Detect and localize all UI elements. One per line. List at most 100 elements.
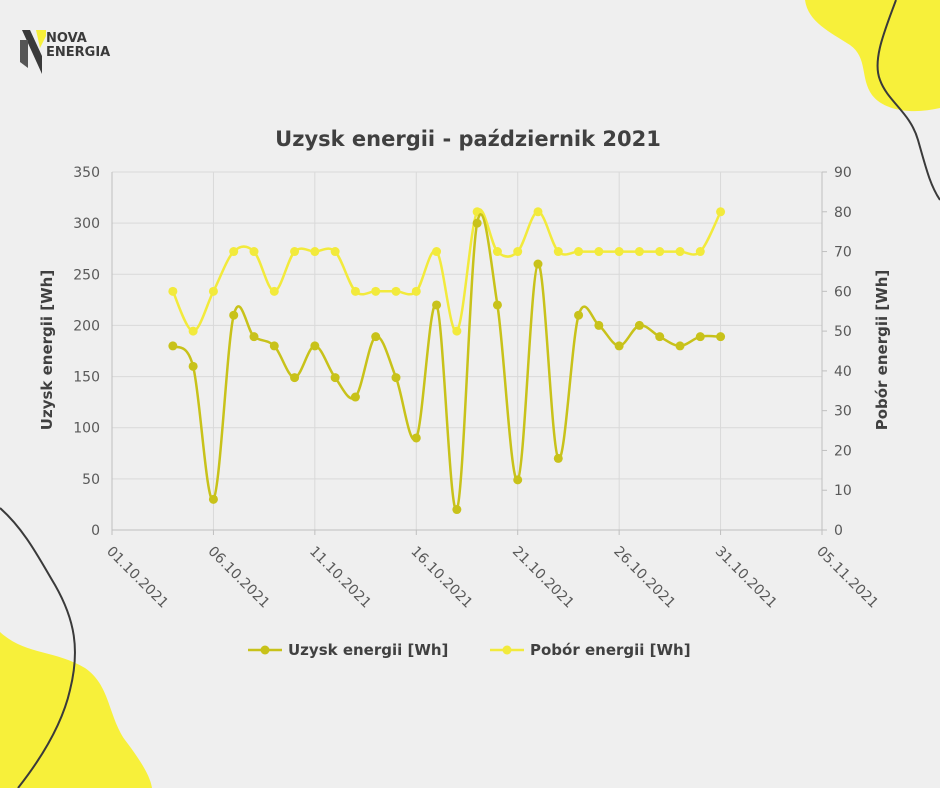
data-point xyxy=(330,373,340,383)
series-line xyxy=(171,208,722,333)
data-point xyxy=(594,320,604,330)
y-left-tick-label: 0 xyxy=(91,523,100,539)
data-point xyxy=(574,310,584,320)
data-point xyxy=(655,247,665,257)
decorative-blob-top-right xyxy=(805,0,940,201)
decorative-blob-bottom-left xyxy=(0,507,152,788)
data-point xyxy=(371,286,381,296)
data-point xyxy=(716,207,726,217)
y-left-tick-label: 200 xyxy=(73,318,100,334)
y-axis-left-title: Uzysk energii [Wh] xyxy=(38,270,56,430)
logo-line-1: NOVA xyxy=(46,31,87,46)
chart-series xyxy=(168,207,726,515)
data-point xyxy=(614,247,624,257)
data-point xyxy=(432,300,442,310)
y-axis-right-title: Pobór energii [Wh] xyxy=(873,270,891,431)
data-point xyxy=(290,373,300,383)
data-point xyxy=(391,373,401,383)
y-right-tick-label: 10 xyxy=(834,483,852,499)
chart-title: Uzysk energii - październik 2021 xyxy=(275,127,661,151)
nova-energia-logo: NOVA ENERGIA xyxy=(20,30,110,74)
data-point xyxy=(330,247,340,257)
data-point xyxy=(574,247,584,257)
data-point xyxy=(695,247,705,257)
data-point xyxy=(310,247,320,257)
y-right-tick-label: 30 xyxy=(834,404,852,420)
chart-axes: 0 50 100 150 200 250 300 350 0 10 20 30 40 50 60 70 80 90… xyxy=(73,165,881,612)
x-tick-label: 21.10.2021 xyxy=(509,544,577,612)
data-point xyxy=(188,326,198,336)
data-point xyxy=(553,453,563,463)
data-point xyxy=(269,286,279,296)
data-point xyxy=(716,332,726,342)
chart-legend: Uzysk energii [Wh] Pobór energii [Wh] xyxy=(248,641,691,659)
data-point xyxy=(594,247,604,257)
data-point xyxy=(269,341,279,351)
data-point xyxy=(533,259,543,269)
data-point xyxy=(634,320,644,330)
legend-marker xyxy=(502,645,512,655)
legend-label: Pobór energii [Wh] xyxy=(530,641,691,659)
data-point xyxy=(452,326,462,336)
legend-entry: Uzysk energii [Wh] xyxy=(248,641,448,659)
data-point xyxy=(695,332,705,342)
data-point xyxy=(168,286,178,296)
y-left-tick-label: 50 xyxy=(82,472,100,488)
x-tick-label: 05.11.2021 xyxy=(813,544,881,612)
data-point xyxy=(675,247,685,257)
data-point xyxy=(432,247,442,257)
x-tick-label: 01.10.2021 xyxy=(103,544,171,612)
data-point xyxy=(675,341,685,351)
y-left-tick-label: 300 xyxy=(73,216,100,232)
data-point xyxy=(290,247,300,257)
x-tick-label: 11.10.2021 xyxy=(306,544,374,612)
x-tick-label: 16.10.2021 xyxy=(407,544,475,612)
data-point xyxy=(472,218,482,228)
x-tick-label: 06.10.2021 xyxy=(205,544,273,612)
data-point xyxy=(229,310,239,320)
data-point xyxy=(553,247,563,257)
data-point xyxy=(634,247,644,257)
data-point xyxy=(492,247,502,257)
data-point xyxy=(229,247,239,257)
data-point xyxy=(513,475,523,485)
data-point xyxy=(614,341,624,351)
data-point xyxy=(533,207,543,217)
y-left-tick-label: 100 xyxy=(73,421,100,437)
data-point xyxy=(492,300,502,310)
data-point xyxy=(168,341,178,351)
y-right-tick-label: 50 xyxy=(834,324,852,340)
data-point xyxy=(411,433,421,443)
data-point xyxy=(513,247,523,257)
y-left-tick-label: 350 xyxy=(73,165,100,181)
logo-line-2: ENERGIA xyxy=(46,45,110,60)
data-point xyxy=(452,505,462,515)
y-left-tick-label: 150 xyxy=(73,370,100,386)
legend-marker xyxy=(260,645,270,655)
legend-label: Uzysk energii [Wh] xyxy=(288,641,448,659)
data-point xyxy=(249,332,259,342)
data-point xyxy=(350,392,360,402)
y-right-tick-label: 0 xyxy=(834,523,843,539)
data-point xyxy=(350,286,360,296)
data-point xyxy=(188,361,198,371)
data-point xyxy=(655,332,665,342)
y-right-tick-label: 90 xyxy=(834,165,852,181)
data-point xyxy=(208,494,218,504)
data-point xyxy=(249,247,259,257)
y-right-tick-label: 60 xyxy=(834,284,852,300)
data-point xyxy=(371,332,381,342)
y-right-tick-label: 70 xyxy=(834,245,852,261)
data-point xyxy=(208,286,218,296)
chart: Uzysk energii - październik 2021 0501001… xyxy=(38,127,891,659)
data-point xyxy=(411,286,421,296)
y-right-tick-label: 40 xyxy=(834,364,852,380)
x-tick-label: 31.10.2021 xyxy=(712,544,780,612)
y-left-tick-label: 250 xyxy=(73,267,100,283)
legend-entry: Pobór energii [Wh] xyxy=(490,641,691,659)
data-point xyxy=(391,286,401,296)
y-right-tick-label: 80 xyxy=(834,205,852,221)
series-pobor-energii xyxy=(168,207,726,336)
series-line xyxy=(172,213,721,511)
